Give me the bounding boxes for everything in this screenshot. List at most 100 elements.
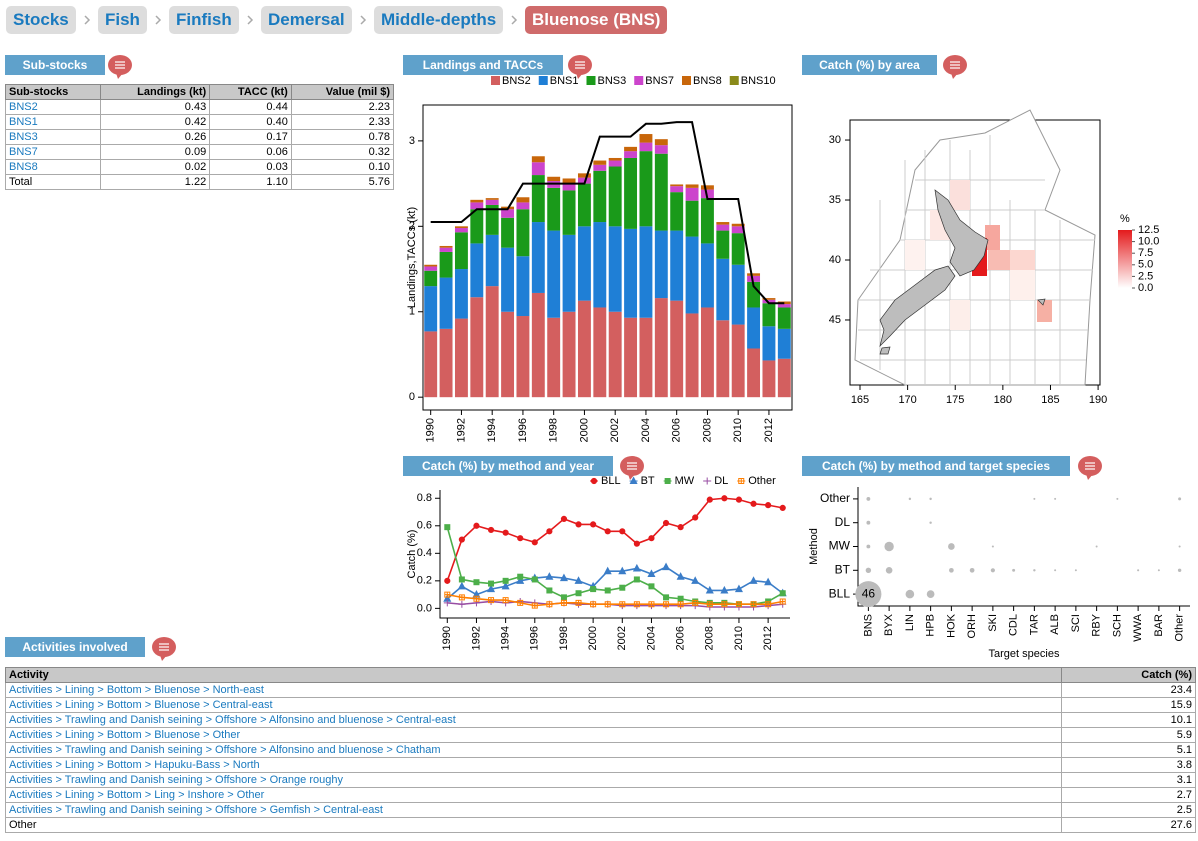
marker — [458, 576, 465, 583]
bar-segment — [685, 184, 699, 188]
bar-segment — [593, 164, 607, 171]
table-cell[interactable]: BNS7 — [4, 144, 102, 160]
marker — [575, 590, 582, 597]
bar-segment — [777, 328, 791, 359]
marker — [531, 576, 538, 583]
bar-segment — [624, 151, 638, 158]
bar-segment — [747, 273, 761, 276]
table-cell: 5.1 — [1060, 742, 1197, 758]
breadcrumb-item[interactable]: Middle-depths — [374, 6, 504, 34]
marker — [764, 577, 773, 586]
panel-header: Catch (%) by method and year — [403, 456, 613, 476]
x-tick-label: BAR — [1153, 614, 1165, 637]
bar-segment — [731, 324, 745, 398]
legend-swatch — [538, 76, 548, 85]
bar-segment — [485, 198, 499, 200]
table-cell[interactable]: Activities > Trawling and Danish seining… — [5, 802, 1062, 818]
bar-segment — [531, 156, 545, 163]
x-tick-label: 180 — [994, 394, 1012, 406]
y-tick-label: 0.2 — [417, 575, 432, 587]
bubble — [855, 581, 882, 608]
table-cell[interactable]: BNS3 — [4, 129, 102, 145]
marker — [603, 566, 612, 575]
bubble — [926, 590, 935, 598]
y-tick-label: 30 — [829, 134, 841, 146]
marker — [604, 528, 611, 535]
x-tick-label: 2000 — [587, 626, 599, 650]
table-cell[interactable]: Activities > Lining > Bottom > Bluenose … — [5, 697, 1062, 713]
comment-icon[interactable] — [152, 637, 176, 661]
marker — [590, 586, 597, 593]
table-cell: 0.09 — [100, 144, 211, 160]
panel-header: Catch (%) by method and target species — [802, 456, 1070, 476]
bar-segment — [639, 226, 653, 318]
table-cell[interactable]: Activities > Lining > Bottom > Bluenose … — [5, 727, 1062, 743]
table-cell[interactable]: BNS2 — [4, 99, 102, 115]
bar-segment — [577, 183, 591, 227]
y-tick-label: BLL — [829, 586, 851, 600]
table-cell[interactable]: Activities > Trawling and Danish seining… — [5, 712, 1062, 728]
bar-segment — [700, 198, 714, 244]
header-row: Activity Catch (%) — [5, 667, 1197, 683]
breadcrumb-item[interactable]: Demersal — [261, 6, 352, 34]
marker — [721, 495, 728, 502]
table-cell[interactable]: Activities > Trawling and Danish seining… — [5, 772, 1062, 788]
bar-segment — [531, 175, 545, 223]
marker — [720, 585, 729, 594]
table-cell: 0.40 — [209, 114, 292, 130]
bar-segment — [593, 307, 607, 398]
marker — [619, 528, 626, 535]
bar-segment — [485, 234, 499, 287]
y-tick-label: 1 — [409, 306, 415, 318]
table-cell[interactable]: Activities > Lining > Bottom > Ling > In… — [5, 787, 1062, 803]
comment-icon[interactable] — [943, 55, 967, 79]
bar-segment — [608, 160, 622, 167]
y-tick-label: 45 — [829, 314, 841, 326]
bar-segment — [470, 199, 484, 203]
series-line — [446, 497, 783, 582]
table-cell[interactable]: BNS1 — [4, 114, 102, 130]
bar-segment — [608, 157, 622, 161]
bar-segment — [531, 162, 545, 176]
table-cell: 0.17 — [209, 129, 292, 145]
marker — [663, 594, 670, 601]
breadcrumb-item[interactable]: Finfish — [169, 6, 239, 34]
breadcrumb-item[interactable]: Stocks — [6, 6, 76, 34]
marker — [765, 502, 772, 509]
comment-icon[interactable] — [108, 55, 132, 79]
bar-segment — [608, 226, 622, 312]
table-cell[interactable]: Activities > Trawling and Danish seining… — [5, 742, 1062, 758]
bubble — [1054, 569, 1057, 572]
marker — [502, 529, 509, 536]
table-row: Activities > Trawling and Danish seining… — [5, 742, 1197, 758]
y-tick-label: 3 — [409, 135, 415, 147]
table-cell[interactable]: BNS8 — [4, 159, 102, 175]
bar-segment — [777, 358, 791, 398]
comment-icon[interactable] — [568, 55, 592, 79]
x-tick-label: 1998 — [548, 418, 560, 442]
marker — [590, 601, 597, 608]
table-cell[interactable]: Activities > Lining > Bottom > Hapuku-Ba… — [5, 757, 1062, 773]
table-cell[interactable]: Activities > Lining > Bottom > Bluenose … — [5, 682, 1062, 698]
marker — [473, 595, 480, 602]
y-tick-label: 40 — [829, 254, 841, 266]
bar-segment — [531, 222, 545, 293]
table-cell: 0.32 — [290, 144, 395, 160]
legend-label: BNS3 — [598, 75, 627, 87]
comment-icon[interactable] — [620, 456, 644, 480]
marker — [662, 562, 671, 571]
marker — [502, 577, 509, 584]
comment-icon[interactable] — [1078, 456, 1102, 480]
marker — [779, 590, 786, 597]
bar-segment — [593, 160, 607, 165]
marker — [618, 566, 627, 575]
x-tick-label: 1990 — [441, 626, 453, 650]
series-line — [446, 526, 784, 606]
legend-swatch — [634, 76, 644, 85]
breadcrumb-item[interactable]: Fish — [98, 6, 147, 34]
x-tick-label: 1998 — [558, 626, 570, 650]
bar-segment — [762, 299, 776, 304]
bubble — [1178, 497, 1182, 501]
